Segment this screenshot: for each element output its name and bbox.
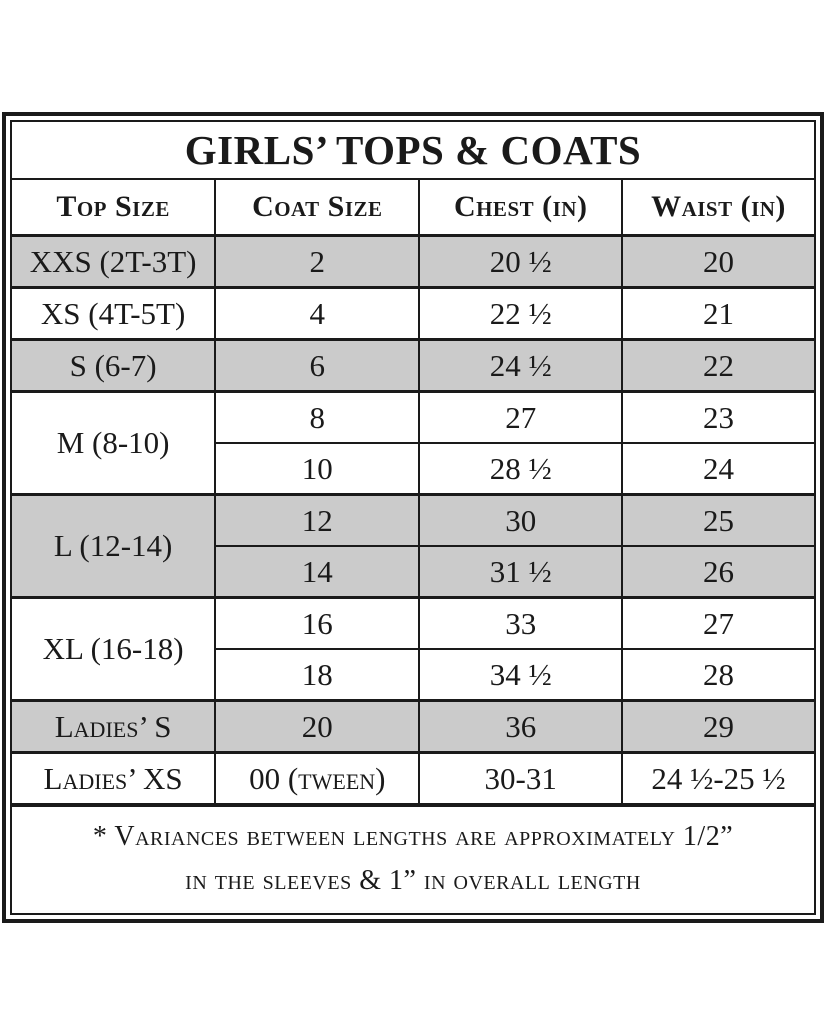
coat-size-cell: 2 bbox=[214, 234, 421, 289]
chest-cell: 22 ½ bbox=[418, 286, 623, 341]
table-row: XS (4T-5T) 4 22 ½ 21 bbox=[9, 286, 816, 341]
waist-cell: 24 bbox=[621, 442, 816, 496]
table-row: M (8-10) 8 27 23 bbox=[9, 390, 816, 496]
footnote-line-2: in the sleeves & 1” in overall length bbox=[185, 865, 641, 896]
table-row: 10 28 ½ 24 bbox=[11, 442, 816, 496]
table-row: XL (16-18) 16 33 27 bbox=[9, 596, 816, 702]
table-footnote: * Variances between lengths are approxim… bbox=[10, 803, 816, 915]
column-header-coat-size: Coat Size bbox=[214, 178, 421, 237]
size-chart-frame: GIRLS’ TOPS & COATS Top Size Coat Size C… bbox=[2, 112, 824, 923]
chest-cell: 36 bbox=[418, 699, 623, 754]
column-header-chest: Chest (in) bbox=[418, 178, 623, 237]
chest-cell: 30-31 bbox=[418, 751, 623, 806]
waist-cell: 21 bbox=[621, 286, 816, 341]
waist-cell: 27 bbox=[621, 596, 816, 650]
table-row: XXS (2T-3T) 2 20 ½ 20 bbox=[9, 234, 816, 289]
coat-size-cell: 14 bbox=[214, 545, 421, 599]
top-size-cell: L (12-14) bbox=[9, 493, 217, 599]
table-row: L (12-14) 12 30 25 bbox=[9, 493, 816, 599]
top-size-cell: XS (4T-5T) bbox=[9, 286, 217, 341]
column-header-top-size: Top Size bbox=[9, 178, 217, 237]
coat-size-cell: 4 bbox=[214, 286, 421, 341]
table-row: 18 34 ½ 28 bbox=[11, 648, 816, 702]
chest-cell: 27 bbox=[418, 390, 623, 444]
top-size-cell: XL (16-18) bbox=[9, 596, 217, 702]
chest-cell: 24 ½ bbox=[418, 338, 623, 393]
chest-cell: 20 ½ bbox=[418, 234, 623, 289]
top-size-cell: M (8-10) bbox=[9, 390, 217, 496]
waist-cell: 29 bbox=[621, 699, 816, 754]
chest-cell: 34 ½ bbox=[418, 648, 623, 702]
waist-cell: 28 bbox=[621, 648, 816, 702]
coat-size-cell: 18 bbox=[214, 648, 421, 702]
table-row: 14 31 ½ 26 bbox=[11, 545, 816, 599]
coat-size-cell: 16 bbox=[214, 596, 421, 650]
waist-cell: 23 bbox=[621, 390, 816, 444]
table-row: S (6-7) 6 24 ½ 22 bbox=[9, 338, 816, 393]
top-size-cell: Ladies’ XS bbox=[9, 751, 217, 806]
waist-cell: 24 ½-25 ½ bbox=[621, 751, 816, 806]
chest-cell: 33 bbox=[418, 596, 623, 650]
top-size-cell: S (6-7) bbox=[9, 338, 217, 393]
table-row: Ladies’ XS 00 (tween) 30-31 24 ½-25 ½ bbox=[9, 751, 816, 806]
waist-cell: 20 bbox=[621, 234, 816, 289]
footnote-row: * Variances between lengths are approxim… bbox=[10, 803, 816, 915]
waist-cell: 22 bbox=[621, 338, 816, 393]
title-row: GIRLS’ TOPS & COATS bbox=[10, 120, 816, 180]
chest-cell: 28 ½ bbox=[418, 442, 623, 496]
coat-size-cell: 00 (tween) bbox=[214, 751, 421, 806]
coat-size-cell: 10 bbox=[214, 442, 421, 496]
chest-cell: 31 ½ bbox=[418, 545, 623, 599]
table-title: GIRLS’ TOPS & COATS bbox=[10, 120, 816, 180]
table-row: Ladies’ S 20 36 29 bbox=[9, 699, 816, 754]
waist-cell: 25 bbox=[621, 493, 816, 547]
top-size-cell: Ladies’ S bbox=[9, 699, 217, 754]
size-chart-table: GIRLS’ TOPS & COATS Top Size Coat Size C… bbox=[9, 120, 816, 915]
footnote-line-1: * Variances between lengths are approxim… bbox=[92, 821, 734, 852]
waist-cell: 26 bbox=[621, 545, 816, 599]
column-header-waist: Waist (in) bbox=[621, 178, 816, 237]
header-row: Top Size Coat Size Chest (in) Waist (in) bbox=[9, 178, 816, 237]
coat-size-cell: 12 bbox=[214, 493, 421, 547]
top-size-cell: XXS (2T-3T) bbox=[9, 234, 217, 289]
coat-size-cell: 20 bbox=[214, 699, 421, 754]
coat-size-cell: 8 bbox=[214, 390, 421, 444]
chest-cell: 30 bbox=[418, 493, 623, 547]
coat-size-cell: 6 bbox=[214, 338, 421, 393]
